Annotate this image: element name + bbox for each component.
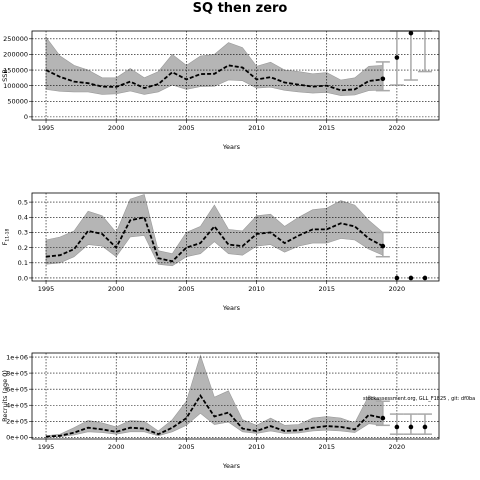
recruits-xtick-label: 2000 [108,443,125,451]
recruits-xtick-label: 2005 [178,443,195,451]
f-ytick-label: 0.0 [18,274,28,282]
ssb-ytick-label: 50000 [7,98,28,106]
f-confidence-band [45,194,384,267]
ssb-y-axis-label: SSB [1,69,9,82]
f-xtick-label: 2015 [318,285,335,293]
f-xtick-label: 2000 [108,285,125,293]
recruits-projection-point [394,424,400,430]
ssb-panel: 1995 2000 2005 2010 2015 2020 0 50000 100000 1500… [1,30,440,151]
recruits-plot-frame [31,352,440,440]
f-xtick-label: 2010 [248,285,265,293]
recruits-projection-point [380,415,386,421]
recruits-ytick-label: 2e+05 [6,418,28,426]
recruits-confidence-band [45,354,384,438]
f-y-axis-label: F11-18 [1,228,11,245]
ssb-x-axis-label: Years [222,143,241,151]
ssb-ytick-label: 250000 [3,35,28,43]
f-median-line [45,216,384,263]
chart-title: SQ then zero [193,1,288,16]
f-axis-label-symbol: F [1,241,9,245]
recruits-projection-point [422,424,428,430]
recruits-y-axis-label: Recruits (age 0) [1,370,9,422]
recruits-ytick-label: 0e+00 [6,434,28,442]
ssb-ytick-label: 100000 [3,82,28,90]
recruits-xtick-label: 1995 [38,443,55,451]
recruits-median-line [45,393,384,438]
ssb-xtick-label: 2005 [178,124,195,132]
f-projection-point [408,275,414,281]
f-projection-point [380,243,386,249]
ssb-plot-frame [31,30,440,121]
recruits-ytick-label: 1e+06 [6,353,28,361]
recruits-ytick-label: 4e+05 [6,402,28,410]
recruitment-panel: 1995 2000 2005 2010 2015 2020 0e+00 2e+05 4e+05 6… [1,352,475,470]
ssb-xtick-label: 2020 [389,124,406,132]
f-plot-frame [31,192,440,282]
f-xtick-label: 2005 [178,285,195,293]
f-ytick-label: 0.1 [18,259,28,267]
ssb-projection-point [408,30,414,36]
recruits-xtick-label: 2010 [248,443,265,451]
f-axis-label-ages: 11-18 [5,228,11,241]
stockassessment-annotation: stockassessment.org, GLL_F1825 , git: df… [363,396,475,402]
ssb-projection-point [394,55,400,60]
recruits-xtick-label: 2020 [389,443,406,451]
recruits-x-axis-label: Years [222,462,241,470]
f-projection-point [394,275,400,281]
ssb-xtick-label: 2015 [318,124,335,132]
recruits-ytick-label: 6e+05 [6,385,28,393]
fishing-mortality-panel: 1995 2000 2005 2010 2015 2020 0.0 0.1 0.2 0.3 0.4 0… [1,192,440,312]
f-xtick-label: 2020 [389,285,406,293]
ssb-ytick-label: 150000 [3,66,28,74]
ssb-median-line [45,64,384,92]
ssb-xtick-label: 2010 [248,124,265,132]
f-ytick-label: 0.3 [18,229,28,237]
f-ytick-label: 0.4 [18,214,28,222]
f-ytick-label: 0.5 [18,198,28,206]
f-x-axis-label: Years [222,304,241,312]
ssb-ytick-label: 200000 [3,51,28,59]
ssb-projection-point [380,76,386,82]
ssb-ytick-label: 0 [24,113,28,121]
ssb-xtick-label: 2000 [108,124,125,132]
recruits-ytick-label: 8e+05 [6,369,28,377]
f-xtick-label: 1995 [38,285,55,293]
f-projection-point [422,275,428,281]
recruits-projection-point [408,424,414,430]
ssb-xtick-label: 1995 [38,124,55,132]
recruits-xtick-label: 2015 [318,443,335,451]
f-ytick-label: 0.2 [18,244,28,252]
